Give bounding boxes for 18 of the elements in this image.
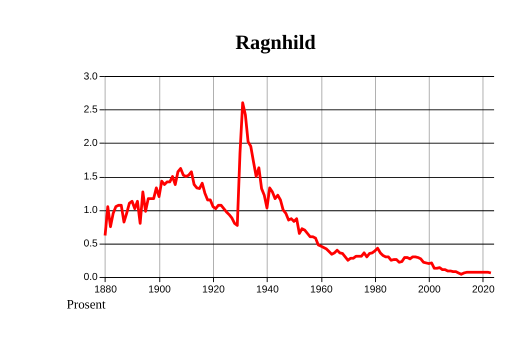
- y-tick-label: 2.5: [84, 104, 98, 116]
- x-tick-label: 1880: [94, 284, 118, 296]
- x-tick-label: 1960: [310, 284, 334, 296]
- y-axis-title: Prosent: [66, 296, 106, 312]
- x-tick-label: 1900: [148, 284, 172, 296]
- x-tick-label: 1980: [364, 284, 388, 296]
- line-series: [104, 101, 492, 276]
- x-tick-label: 2000: [418, 284, 441, 296]
- y-tick-label: 0.0: [84, 272, 98, 284]
- x-tick-label: 2020: [472, 284, 495, 296]
- y-tick-label: 1.0: [84, 205, 98, 216]
- y-tick-label: 0.5: [84, 238, 98, 250]
- x-tick-label: 1920: [202, 284, 226, 296]
- y-tick-label: 1.5: [84, 172, 98, 183]
- y-tick-label: 2.0: [84, 138, 98, 150]
- x-tick-label: 1940: [256, 284, 280, 296]
- y-tick-label: 3.0: [84, 71, 98, 82]
- chart-title: Ragnhild: [235, 32, 316, 54]
